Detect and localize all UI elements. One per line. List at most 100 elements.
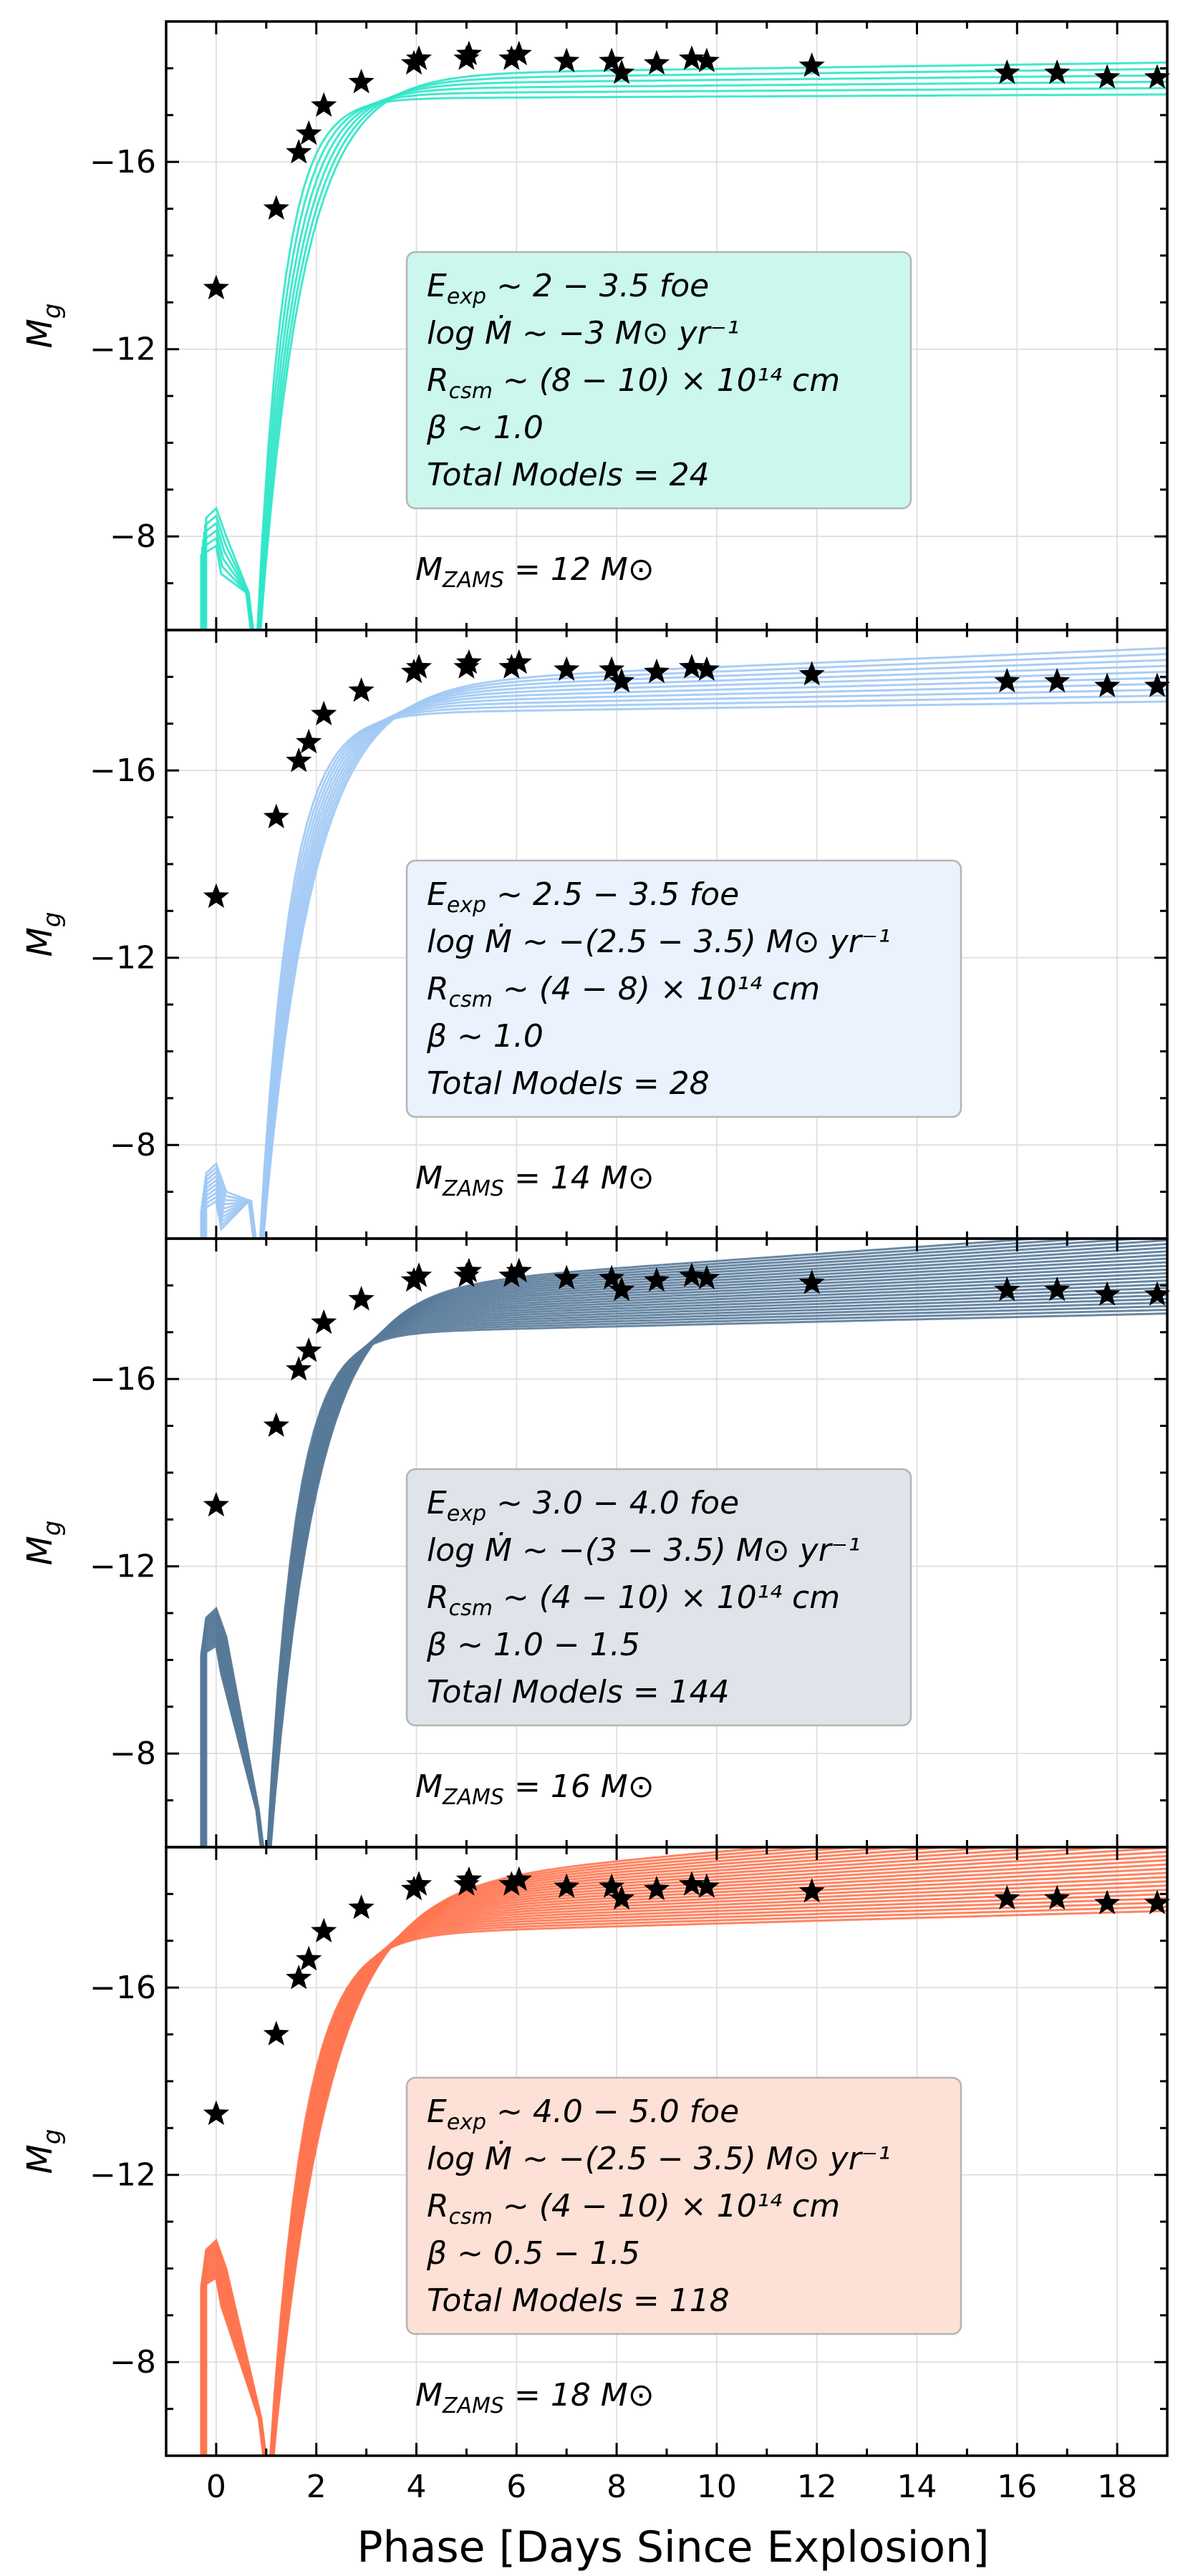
observation-star	[506, 1866, 532, 1892]
parameter-line-subscript: exp	[447, 2110, 486, 2135]
parameter-line-symbol: R	[427, 2188, 449, 2224]
observation-star	[506, 1257, 532, 1283]
parameter-line-value: ~ 2 − 3.5 foe	[486, 268, 709, 304]
parameter-line: Total Models = 24	[427, 457, 710, 493]
parameter-box	[405, 2076, 962, 2335]
parameter-line-value: ~ (4 − 10) × 10¹⁴ cm	[493, 2188, 840, 2224]
observation-star	[1044, 59, 1071, 84]
y-axis-label-subscript: g	[38, 1520, 67, 1536]
model-curve	[205, 1847, 786, 2456]
parameter-line-symbol: Total Models	[427, 1065, 623, 1102]
parameter-line: β ~ 1.0 − 1.5	[426, 1627, 640, 1663]
mass-label-symbol: M	[415, 551, 443, 588]
observation-star	[693, 47, 720, 72]
observation-star	[455, 40, 482, 66]
observation-star	[263, 1412, 289, 1437]
y-axis-label: Mg	[20, 1520, 67, 1565]
x-tick-label: 14	[897, 2469, 937, 2505]
observation-star	[506, 649, 532, 674]
observation-star	[296, 1945, 322, 1971]
parameter-line: β ~ 1.0	[426, 1018, 544, 1055]
parameter-line-symbol: β	[426, 1018, 447, 1055]
observation-star	[311, 1309, 337, 1335]
mass-label-subscript: ZAMS	[442, 2393, 504, 2418]
parameter-line: Rcsm ~ (8 − 10) × 10¹⁴ cm	[427, 362, 840, 404]
parameter-line-value: = 28	[623, 1065, 710, 1102]
mass-label: MZAMS = 12 M⊙	[415, 551, 655, 593]
parameter-line-value: ~ −(3 − 3.5) M⊙ yr⁻¹	[512, 1532, 861, 1569]
parameter-line-value: ~ −(2.5 − 3.5) M⊙ yr⁻¹	[512, 924, 891, 960]
observations	[203, 1257, 1171, 1517]
observation-star	[678, 1871, 705, 1896]
parameter-line-symbol: Total Models	[427, 457, 623, 493]
observation-star	[994, 667, 1020, 693]
parameter-line: Rcsm ~ (4 − 8) × 10¹⁴ cm	[427, 971, 820, 1012]
parameter-line-symbol: E	[427, 2093, 447, 2130]
mass-label-symbol: M	[415, 1160, 443, 1196]
parameter-line: β ~ 0.5 − 1.5	[426, 2235, 640, 2272]
observation-star	[693, 656, 720, 681]
y-axis-label-subscript: g	[38, 911, 67, 927]
parameter-line-value: = 118	[623, 2282, 730, 2319]
observation-star	[798, 661, 825, 686]
y-tick-label: −12	[90, 1549, 156, 1585]
observation-star	[498, 45, 525, 70]
panel-1: −8 −12 −16 Mg Eexp ~ 2 − 3.5 foe log Ṁ ~ −3 M…	[20, 20, 1171, 631]
parameter-line: Total Models = 144	[427, 1674, 730, 1710]
parameter-line: Eexp ~ 2 − 3.5 foe	[427, 268, 709, 309]
x-tick-label: 10	[697, 2469, 737, 2505]
observation-star	[1144, 1889, 1171, 1914]
panels: −8 −12 −16 Mg Eexp ~ 2 − 3.5 foe log Ṁ ~ −3 M…	[20, 20, 1171, 2505]
parameter-line-value: ~ −3 M⊙ yr⁻¹	[512, 315, 740, 352]
parameter-line: Eexp ~ 3.0 − 4.0 foe	[427, 1485, 739, 1526]
observation-star	[1044, 667, 1071, 693]
observation-star	[1094, 1281, 1121, 1306]
parameter-line-symbol: E	[427, 876, 447, 913]
model-curve	[205, 1239, 1052, 1847]
y-axis-label-symbol: M	[20, 1536, 60, 1565]
parameter-box	[405, 859, 962, 1118]
mass-label: MZAMS = 18 M⊙	[415, 2377, 655, 2418]
parameter-line-symbol: Total Models	[427, 2282, 623, 2319]
observation-star	[609, 1884, 635, 1910]
observation-star	[311, 1917, 337, 1943]
parameter-line: Rcsm ~ (4 − 10) × 10¹⁴ cm	[427, 1579, 840, 1621]
observation-star	[643, 1267, 670, 1292]
observation-star	[455, 1866, 482, 1892]
parameter-line-value: ~ (4 − 10) × 10¹⁴ cm	[493, 1579, 840, 1616]
y-tick-label: −12	[90, 331, 156, 368]
parameter-line-subscript: exp	[447, 284, 486, 309]
parameter-line: log Ṁ ~ −(2.5 − 3.5) M⊙ yr⁻¹	[427, 923, 891, 960]
observation-star	[203, 1491, 229, 1517]
model-curve	[205, 61, 1167, 630]
observation-star	[599, 1264, 625, 1289]
x-tick-label: 8	[607, 2469, 627, 2505]
parameter-line: Eexp ~ 4.0 − 5.0 foe	[427, 2093, 739, 2135]
observation-star	[798, 52, 825, 77]
panel-4: −8 −12 −16 Mg Eexp ~ 4.0 − 5.0 foe log Ṁ ~ −(…	[20, 1846, 1171, 2505]
observation-star	[1144, 64, 1171, 89]
observation-star	[609, 667, 635, 693]
y-axis-label-symbol: M	[20, 2144, 60, 2174]
parameter-line-value: ~ 1.0	[447, 410, 544, 446]
observation-star	[994, 1884, 1020, 1910]
observation-star	[455, 649, 482, 674]
observation-star	[263, 2020, 289, 2045]
observation-star	[554, 1264, 580, 1289]
observation-star	[693, 1873, 720, 1898]
parameter-line: Total Models = 118	[427, 2282, 730, 2319]
observation-star	[506, 40, 532, 66]
parameter-line: Total Models = 28	[427, 1065, 710, 1102]
observation-star	[693, 1264, 720, 1289]
parameter-line-value: ~ 2.5 − 3.5 foe	[486, 876, 739, 913]
parameter-line-subscript: csm	[449, 379, 493, 404]
observation-star	[1094, 64, 1121, 89]
observation-star	[405, 654, 433, 679]
parameter-line: Eexp ~ 2.5 − 3.5 foe	[427, 876, 739, 918]
observations	[203, 649, 1171, 909]
observation-star	[311, 700, 337, 726]
parameter-line-value: ~ 3.0 − 4.0 foe	[486, 1485, 739, 1521]
observation-star	[348, 677, 375, 702]
mass-label-symbol: M	[415, 1768, 443, 1805]
